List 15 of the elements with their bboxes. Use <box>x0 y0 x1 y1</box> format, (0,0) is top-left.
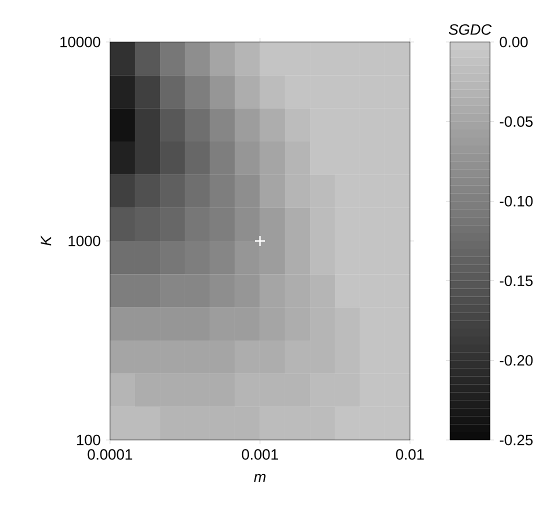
color-bar-title: SGDC <box>448 24 492 35</box>
color-bar-label: -0.20 <box>500 355 533 366</box>
color-bar-label: -0.05 <box>500 116 533 127</box>
y-tick-label: 100 <box>77 434 100 446</box>
x-tick-label: 0.001 <box>242 449 278 460</box>
y-tick-label: 10000 <box>60 36 100 48</box>
color-bar-label: 0.00 <box>500 36 528 48</box>
color-bar-label: -0.25 <box>500 434 533 446</box>
x-axis-title: m <box>254 474 266 482</box>
y-tick-label: 1000 <box>68 236 100 246</box>
y-axis-title: K <box>40 235 52 246</box>
color-bar-label: -0.10 <box>500 196 533 206</box>
color-bar-label: -0.15 <box>500 275 533 286</box>
x-tick-label: 0.01 <box>396 449 424 460</box>
x-tick-label: 0.0001 <box>88 449 132 460</box>
